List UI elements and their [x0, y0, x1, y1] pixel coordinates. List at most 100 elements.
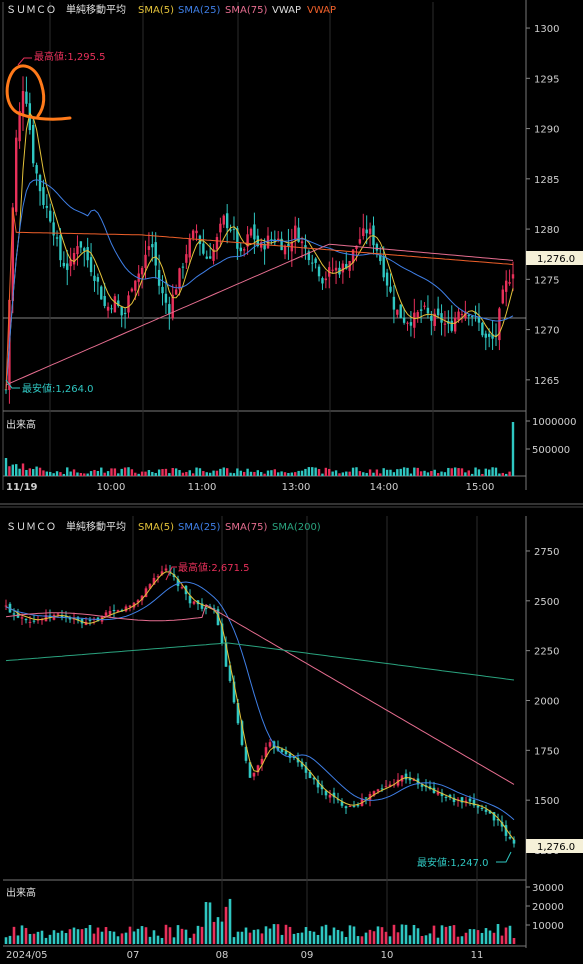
- volume-bar: [290, 472, 294, 476]
- top-legend-vwap-white[interactable]: VWAP: [272, 5, 301, 16]
- candle-body: [178, 268, 181, 290]
- volume-bar: [124, 932, 128, 944]
- volume-bar: [140, 926, 144, 944]
- candle-body: [472, 799, 476, 806]
- candle: [368, 222, 372, 247]
- candle-body: [263, 243, 266, 250]
- top-legend-vwap-orange[interactable]: VWAP: [307, 5, 336, 16]
- volume-bar: [185, 471, 188, 476]
- volume-bar: [472, 929, 476, 944]
- candle: [362, 213, 365, 240]
- bottom-legend-sma25[interactable]: SMA(25): [178, 522, 220, 533]
- candle-body: [216, 609, 220, 626]
- candle: [79, 241, 83, 254]
- x-tick-label: 09: [301, 950, 314, 961]
- volume-bar: [195, 467, 198, 476]
- candle-body: [202, 243, 205, 254]
- top-legend-sma25[interactable]: SMA(25): [178, 5, 220, 16]
- candle: [224, 636, 228, 667]
- candle-body: [88, 619, 92, 621]
- volume-bar: [156, 935, 160, 944]
- top-x-axis: 11/19 10:00 11:00 13:00 14:00 15:00: [6, 482, 494, 493]
- candle: [154, 232, 157, 279]
- volume-bar: [103, 472, 106, 476]
- y-tick-label: 2750: [534, 547, 559, 558]
- candle-body: [341, 263, 345, 273]
- candle: [80, 618, 84, 629]
- y-tick-label: 1300: [534, 24, 559, 35]
- volume-bar: [8, 935, 12, 944]
- candle: [501, 285, 504, 305]
- volume-bar: [59, 472, 62, 476]
- candle-body: [419, 309, 423, 311]
- candle-body: [72, 252, 76, 265]
- bottom-legend-sma5[interactable]: SMA(5): [138, 522, 174, 533]
- volume-bar: [172, 937, 176, 944]
- candle-body: [376, 789, 380, 792]
- volume-bar: [45, 471, 49, 476]
- volume-bar: [260, 933, 264, 944]
- candle: [123, 307, 127, 329]
- volume-bar: [55, 471, 59, 476]
- bottom-legend-sma75[interactable]: SMA(75): [225, 522, 267, 533]
- candle-body: [181, 266, 185, 268]
- x-tick-label: 2024/05: [6, 950, 48, 961]
- volume-bar: [108, 931, 112, 944]
- volume-bar: [66, 467, 69, 476]
- candle: [494, 323, 498, 346]
- candle: [416, 310, 419, 323]
- candle-body: [512, 839, 516, 844]
- candle-body: [368, 794, 372, 800]
- candle-body: [321, 278, 324, 284]
- candle: [467, 313, 470, 326]
- top-legend-sma5[interactable]: SMA(5): [138, 5, 174, 16]
- candle-body: [249, 228, 253, 236]
- volume-bar: [79, 472, 83, 476]
- candle: [317, 264, 321, 282]
- candle: [222, 214, 225, 228]
- candle-body: [11, 207, 15, 301]
- candle-body: [225, 213, 229, 229]
- candle-body: [484, 333, 487, 338]
- candle: [392, 285, 396, 324]
- x-tick-label: 13:00: [282, 482, 311, 493]
- candle-body: [307, 251, 311, 261]
- candle-body: [86, 247, 89, 261]
- volume-bar: [344, 936, 348, 944]
- candle-body: [152, 577, 156, 585]
- candle-body: [110, 308, 113, 310]
- volume-bar: [242, 471, 246, 476]
- top-legend-sma75[interactable]: SMA(75): [225, 5, 267, 16]
- volume-bar: [157, 469, 161, 476]
- volume-bar: [244, 927, 248, 944]
- volume-bar: [84, 928, 88, 944]
- candle-body: [45, 206, 49, 208]
- candle-body: [144, 588, 148, 597]
- candle: [396, 309, 399, 318]
- candle: [239, 242, 242, 257]
- candle: [140, 595, 144, 606]
- candle: [32, 118, 35, 167]
- candle: [66, 249, 69, 286]
- volume-bar: [252, 929, 256, 944]
- candle-body: [117, 300, 120, 306]
- candle-body: [316, 780, 320, 788]
- volume-bar: [312, 931, 316, 944]
- volume-bar: [376, 926, 380, 944]
- top-low-label: 最安値:1,264.0: [22, 382, 94, 395]
- sma200-line: [5, 642, 515, 681]
- candle-body: [348, 805, 352, 807]
- volume-bar: [110, 468, 113, 476]
- candle-body: [273, 239, 277, 243]
- volume-bar: [246, 468, 249, 476]
- candle-body: [144, 254, 147, 268]
- volume-bar: [292, 933, 296, 944]
- candle-body: [164, 293, 168, 303]
- bottom-legend-sma200[interactable]: SMA(200): [272, 522, 321, 533]
- volume-bar: [341, 472, 345, 476]
- candle-body: [76, 617, 80, 621]
- candle: [103, 282, 106, 309]
- volume-bar: [181, 472, 185, 476]
- candle: [25, 76, 28, 107]
- volume-bar: [216, 917, 220, 944]
